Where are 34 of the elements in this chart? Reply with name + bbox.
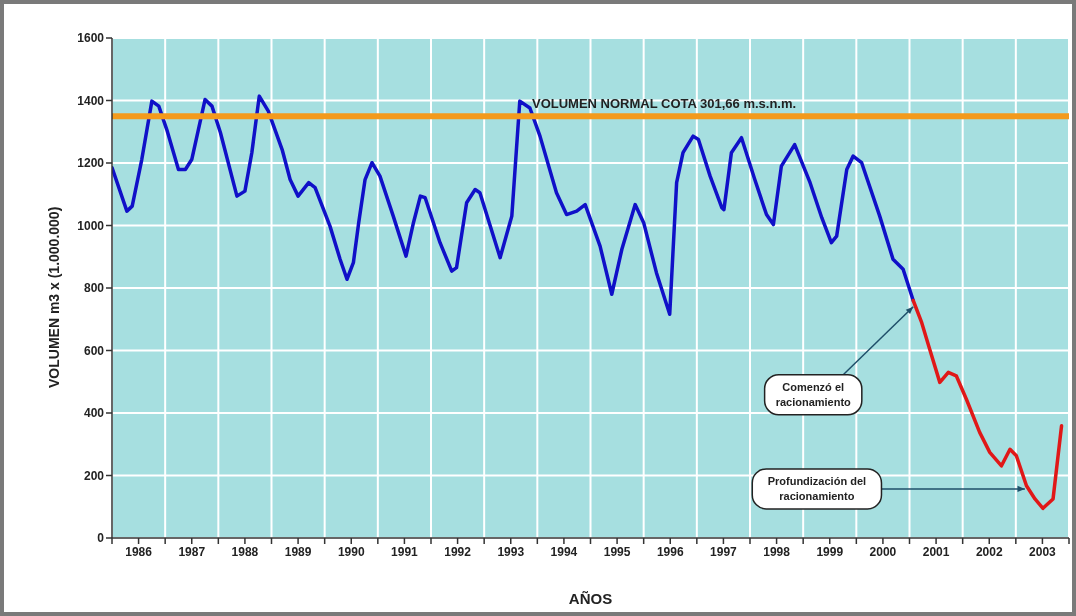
x-tick-label: 1987 xyxy=(178,545,206,559)
y-tick-label: 400 xyxy=(83,406,105,421)
ref-line-label: VOLUMEN NORMAL COTA 301,66 m.s.n.m. xyxy=(532,96,797,112)
y-tick-label: 1200 xyxy=(77,156,105,171)
x-tick-label: 1995 xyxy=(603,545,631,559)
x-tick-label: 1990 xyxy=(337,545,365,559)
x-tick-label: 1993 xyxy=(497,545,525,559)
x-tick-label: 1991 xyxy=(391,545,419,559)
x-tick-label: 1997 xyxy=(710,545,738,559)
x-tick-label: 2003 xyxy=(1029,545,1057,559)
annotation: Profundización del racionamiento xyxy=(767,474,867,502)
x-tick-label: 2002 xyxy=(975,545,1003,559)
line-series xyxy=(911,298,1064,511)
x-tick-label: 1988 xyxy=(231,545,259,559)
y-tick-label: 1400 xyxy=(77,93,105,108)
x-tick-label: 2001 xyxy=(922,545,950,559)
x-tick-label: 1989 xyxy=(284,545,312,559)
x-tick-label: 1994 xyxy=(550,545,578,559)
y-tick-label: 0 xyxy=(97,531,105,546)
y-tick-label: 600 xyxy=(83,343,105,358)
y-tick-label: 800 xyxy=(83,281,105,296)
line-series xyxy=(112,94,915,316)
x-tick-label: 2000 xyxy=(869,545,897,559)
y-tick-label: 200 xyxy=(83,468,105,483)
y-axis-title: VOLUMEN m3 x (1.000.000) xyxy=(45,206,62,388)
annotation: Comenzó el racionamiento xyxy=(775,380,852,408)
x-tick-label: 1996 xyxy=(656,545,684,559)
x-axis-title: AÑOS xyxy=(568,590,613,607)
y-tick-label: 1000 xyxy=(77,218,105,233)
x-tick-label: 1999 xyxy=(816,545,844,559)
y-tick-label: 1600 xyxy=(77,31,105,46)
x-tick-label: 1998 xyxy=(763,545,791,559)
x-tick-label: 1986 xyxy=(125,545,153,559)
x-tick-label: 1992 xyxy=(444,545,472,559)
